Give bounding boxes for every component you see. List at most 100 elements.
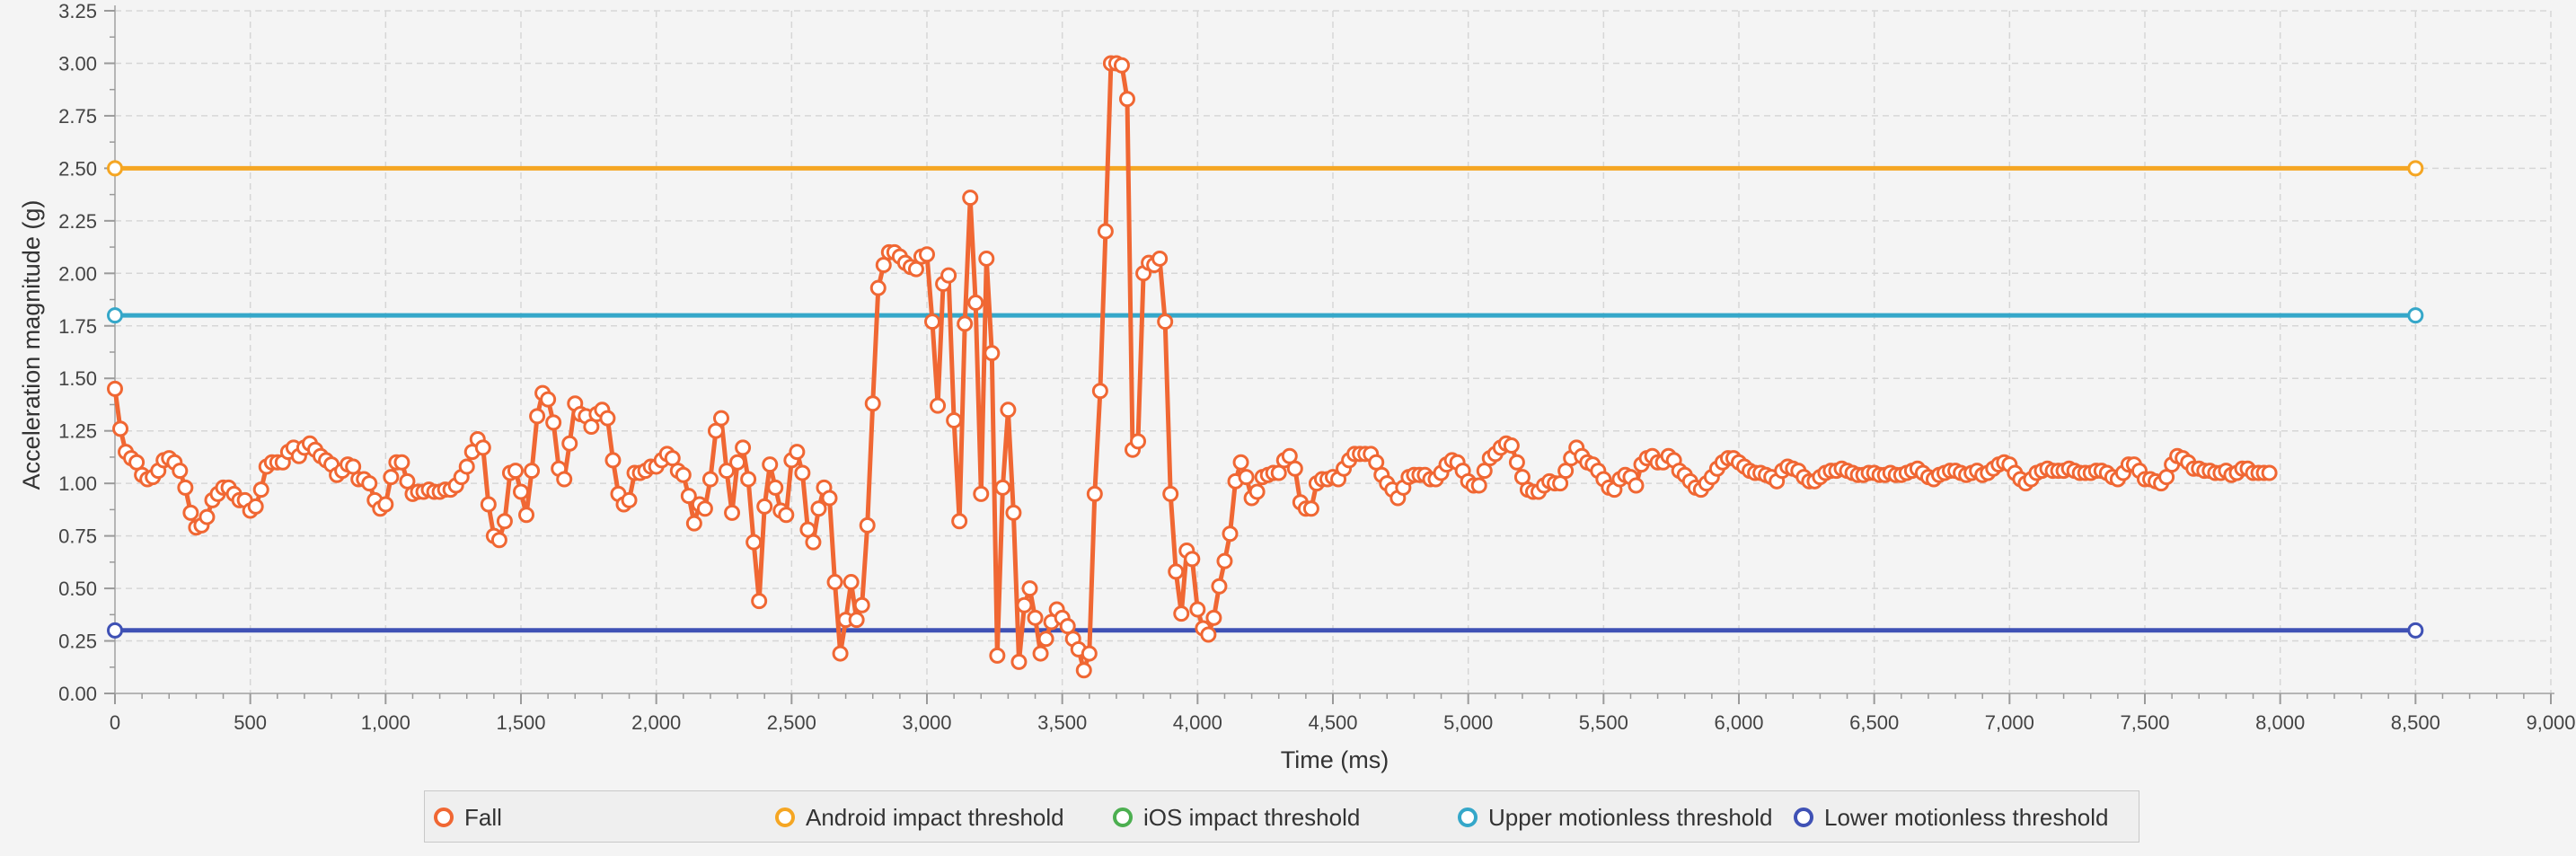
legend-item-upper-motionless[interactable]: Upper motionless threshold xyxy=(1458,791,1773,843)
x-tick-label: 6,500 xyxy=(1849,711,1899,734)
data-point-fall xyxy=(604,452,622,469)
data-point-fall xyxy=(1189,601,1206,618)
legend-item-lower-motionless[interactable]: Lower motionless threshold xyxy=(1794,791,2109,843)
x-tick-label: 1,000 xyxy=(361,711,410,734)
data-point-fall xyxy=(1286,460,1303,477)
data-point-fall xyxy=(524,463,541,480)
data-point-fall xyxy=(735,439,752,456)
data-point-fall xyxy=(842,574,860,591)
data-point-lower-motionless xyxy=(2407,622,2424,639)
data-point-fall xyxy=(247,498,264,515)
data-point-fall xyxy=(962,190,979,207)
y-tick-label: 2.25 xyxy=(58,210,97,233)
data-point-fall xyxy=(724,504,741,521)
data-point-fall xyxy=(1248,483,1266,500)
y-tick-label: 0.50 xyxy=(58,578,97,600)
data-point-fall xyxy=(1628,477,1645,494)
data-point-fall xyxy=(1470,477,1487,494)
x-tick-label: 0 xyxy=(110,711,120,734)
data-point-fall xyxy=(1151,250,1169,267)
x-tick-label: 500 xyxy=(234,711,267,734)
data-point-fall xyxy=(821,490,838,507)
data-point-fall xyxy=(685,515,702,532)
y-tick-label: 2.00 xyxy=(58,262,97,285)
data-point-fall xyxy=(1173,605,1190,622)
data-point-fall xyxy=(756,498,773,515)
data-point-fall xyxy=(767,479,784,496)
data-point-fall xyxy=(1113,57,1130,74)
data-point-fall xyxy=(252,481,269,499)
data-point-fall xyxy=(513,483,529,500)
data-point-fall xyxy=(1184,551,1201,568)
legend-label-lower-motionless: Lower motionless threshold xyxy=(1824,803,2109,831)
data-point-fall xyxy=(1168,563,1185,580)
grid-lines xyxy=(114,10,2552,694)
data-point-fall xyxy=(984,345,1001,362)
data-point-fall xyxy=(859,516,876,534)
data-point-fall xyxy=(529,408,546,425)
legend-marker-android-impact xyxy=(775,807,795,827)
y-tick-label: 0.25 xyxy=(58,631,97,653)
x-tick-label: 2,500 xyxy=(767,711,816,734)
series-fall xyxy=(107,55,2278,679)
data-point-fall xyxy=(701,471,719,488)
legend-item-android-impact[interactable]: Android impact threshold xyxy=(775,791,1064,843)
data-point-fall xyxy=(545,414,562,431)
data-point-upper-motionless xyxy=(2407,307,2424,324)
data-point-fall xyxy=(1016,596,1033,613)
data-point-fall xyxy=(745,534,763,551)
data-point-fall xyxy=(377,496,394,513)
data-point-fall xyxy=(1200,626,1217,643)
data-point-fall xyxy=(561,435,578,452)
y-tick-label: 3.00 xyxy=(58,52,97,75)
x-tick-label: 8,000 xyxy=(2255,711,2305,734)
data-point-fall xyxy=(946,412,963,428)
data-point-fall xyxy=(680,488,697,505)
x-tick-label: 9,000 xyxy=(2526,711,2575,734)
legend-marker-ios-impact xyxy=(1113,807,1133,827)
data-point-fall xyxy=(107,380,123,397)
data-point-fall xyxy=(1086,485,1103,502)
data-point-fall xyxy=(490,532,507,549)
data-point-fall xyxy=(1162,485,1179,502)
data-point-fall xyxy=(794,464,811,481)
data-point-fall xyxy=(751,593,768,610)
data-point-fall xyxy=(1118,91,1135,108)
data-point-fall xyxy=(1238,469,1255,486)
data-point-fall xyxy=(951,513,968,530)
legend-item-ios-impact[interactable]: iOS impact threshold xyxy=(1113,791,1360,843)
data-point-fall xyxy=(1302,500,1319,517)
data-point-fall xyxy=(1216,552,1233,569)
data-point-fall xyxy=(1010,653,1028,670)
data-point-fall xyxy=(599,410,616,427)
data-point-fall xyxy=(853,596,870,613)
data-point-fall xyxy=(1037,631,1054,648)
x-tick-label: 3,000 xyxy=(902,711,951,734)
data-point-lower-motionless xyxy=(107,622,123,639)
data-point-fall xyxy=(1005,504,1022,521)
data-point-fall xyxy=(696,500,713,517)
y-tick-label: 0.00 xyxy=(58,683,97,705)
data-point-fall xyxy=(1032,645,1049,662)
data-point-fall xyxy=(712,410,729,427)
legend-marker-upper-motionless xyxy=(1458,807,1478,827)
x-tick-label: 5,000 xyxy=(1443,711,1493,734)
data-point-fall xyxy=(805,534,822,551)
y-tick-label: 1.00 xyxy=(58,472,97,495)
legend-label-upper-motionless: Upper motionless threshold xyxy=(1488,803,1773,831)
data-point-fall xyxy=(177,479,194,496)
x-tick-label: 5,500 xyxy=(1579,711,1628,734)
legend-item-fall[interactable]: Fall xyxy=(434,791,502,843)
data-point-fall xyxy=(994,479,1011,496)
data-point-fall xyxy=(198,508,216,525)
data-point-fall xyxy=(1205,609,1222,626)
data-point-fall xyxy=(778,507,795,524)
data-point-fall xyxy=(361,475,378,492)
data-point-fall xyxy=(518,507,535,524)
x-tick-label: 8,500 xyxy=(2391,711,2440,734)
data-point-fall xyxy=(1021,580,1038,597)
x-tick-label: 2,000 xyxy=(631,711,681,734)
data-point-fall xyxy=(1157,313,1174,331)
